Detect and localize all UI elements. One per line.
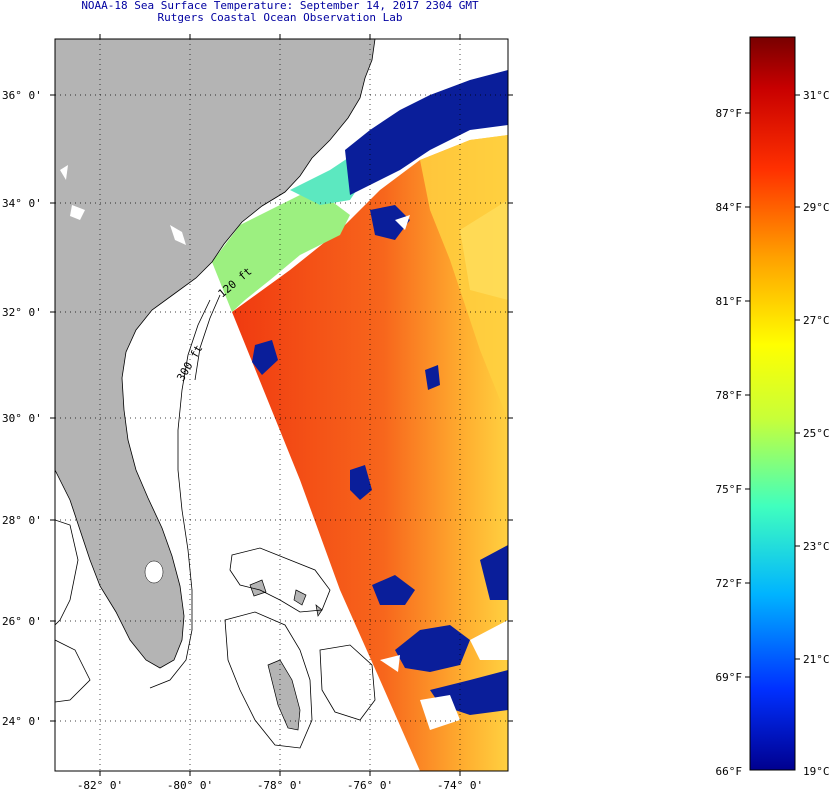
lon-label: -80° 0' — [167, 779, 213, 792]
c-label: 27°C — [803, 314, 830, 327]
lat-label: 24° 0' — [2, 715, 42, 728]
nearshore-cool-band — [212, 195, 350, 312]
lat-label: 28° 0' — [2, 514, 42, 527]
lat-label: 30° 0' — [2, 412, 42, 425]
graticule — [55, 39, 508, 771]
lat-label: 36° 0' — [2, 89, 42, 102]
f-label: 87°F — [716, 107, 743, 120]
c-label: 29°C — [803, 201, 830, 214]
c-label: 23°C — [803, 540, 830, 553]
colorbar-fahrenheit-labels: 87°F 84°F 81°F 78°F 75°F 72°F 69°F 66°F — [716, 107, 743, 778]
map-subtitle: Rutgers Coastal Ocean Observation Lab — [157, 11, 403, 24]
f-label: 81°F — [716, 295, 743, 308]
lat-label: 34° 0' — [2, 197, 42, 210]
f-label: 69°F — [716, 671, 743, 684]
land-mass — [55, 39, 376, 669]
isobath-lines — [55, 294, 376, 749]
f-label: 75°F — [716, 483, 743, 496]
temperature-colorbar — [749, 36, 796, 771]
lon-label: -78° 0' — [257, 779, 303, 792]
plot-frame — [54, 38, 509, 772]
colorbar-ticks — [745, 94, 800, 678]
c-label: 31°C — [803, 89, 830, 102]
f-label: 72°F — [716, 577, 743, 590]
latitude-labels: 36° 0' 34° 0' 32° 0' 30° 0' 28° 0' 26° 0… — [2, 89, 42, 728]
lon-label: -82° 0' — [77, 779, 123, 792]
bahamas-islands — [249, 579, 323, 731]
map-plot-area: 120 ft 300 ft — [55, 39, 508, 771]
lon-label: -74° 0' — [437, 779, 483, 792]
c-label: 19°C — [803, 765, 830, 778]
latitude-axis — [50, 94, 513, 722]
map-title: NOAA-18 Sea Surface Temperature: Septemb… — [81, 0, 479, 12]
c-label: 25°C — [803, 427, 830, 440]
sst-swath — [232, 135, 508, 771]
lat-label: 32° 0' — [2, 306, 42, 319]
c-label: 21°C — [803, 653, 830, 666]
lat-label: 26° 0' — [2, 615, 42, 628]
f-label: 66°F — [716, 765, 743, 778]
colorbar-celsius-labels: 31°C 29°C 27°C 25°C 23°C 21°C 19°C — [803, 89, 830, 778]
longitude-axis — [99, 34, 461, 776]
lon-label: -76° 0' — [347, 779, 393, 792]
longitude-labels: -82° 0' -80° 0' -78° 0' -76° 0' -74° 0' — [77, 779, 483, 792]
f-label: 78°F — [716, 389, 743, 402]
f-label: 84°F — [716, 201, 743, 214]
